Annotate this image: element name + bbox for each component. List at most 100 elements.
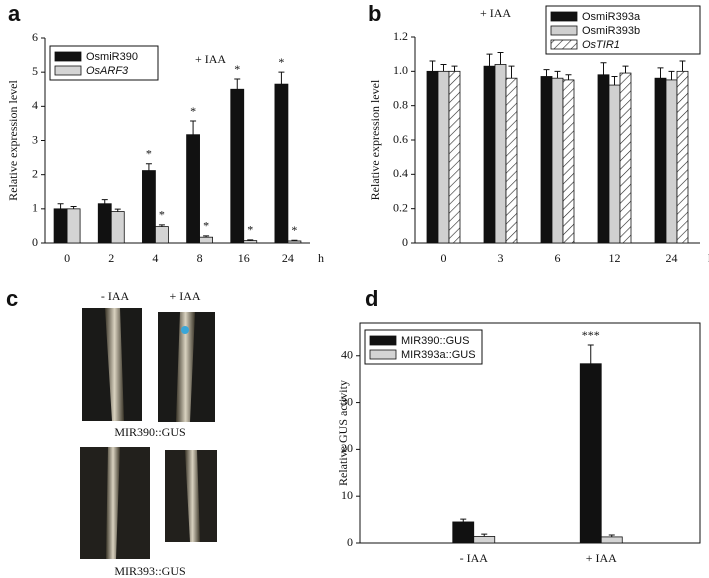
- significance: *: [159, 208, 165, 222]
- bar: [66, 208, 81, 244]
- x-tick-label: 16: [238, 251, 250, 265]
- x-tick-label: 6: [555, 251, 561, 265]
- y-tick-label: 40: [341, 348, 353, 362]
- x-unit: h: [318, 251, 324, 265]
- legend-label: OsmiR393b: [582, 25, 640, 37]
- x-tick-label: - IAA: [460, 551, 489, 565]
- condition-label: - IAA: [101, 289, 130, 303]
- error-bar: [608, 534, 615, 537]
- error-bar: [657, 67, 664, 79]
- panel-label: b: [368, 1, 381, 26]
- legend-label: OsmiR393a: [582, 11, 641, 23]
- x-tick-label: 0: [441, 251, 447, 265]
- error-bar: [543, 69, 550, 77]
- bar: [676, 70, 689, 244]
- significance: *: [291, 223, 297, 237]
- y-tick-label: 2: [32, 166, 38, 180]
- bar: [142, 170, 156, 244]
- error-bar: [291, 239, 298, 241]
- error-bar: [486, 53, 493, 67]
- legend-swatch: [54, 65, 82, 76]
- x-tick-label: 24: [666, 251, 678, 265]
- bar: [97, 203, 112, 244]
- error-bar: [429, 60, 436, 72]
- y-tick-label: 3: [32, 132, 38, 146]
- legend-label: OsmiR390: [86, 51, 138, 63]
- y-tick-label: 20: [341, 441, 353, 455]
- error-bar: [565, 74, 572, 80]
- x-tick-label: + IAA: [586, 551, 617, 565]
- bar: [579, 363, 602, 544]
- error-bar: [611, 75, 618, 86]
- bar: [608, 84, 621, 244]
- row-label: MIR390::GUS: [114, 425, 185, 439]
- gus-spot: [181, 326, 189, 334]
- error-bar: [57, 203, 64, 209]
- y-tick-label: 0.2: [393, 200, 408, 214]
- significance: *: [278, 55, 284, 69]
- legend-label: MIR393a::GUS: [401, 349, 476, 361]
- bar: [540, 76, 553, 244]
- bar: [199, 236, 213, 244]
- bar: [155, 226, 169, 244]
- significance: *: [203, 219, 209, 233]
- bar: [494, 64, 507, 244]
- bar: [287, 240, 302, 244]
- y-tick-label: 0.8: [393, 97, 408, 111]
- panel-label: a: [8, 1, 21, 26]
- bar: [473, 536, 496, 544]
- x-tick-label: 4: [152, 251, 158, 265]
- x-tick-label: 12: [609, 251, 621, 265]
- root: [106, 447, 120, 559]
- y-tick-label: 0: [402, 235, 408, 249]
- y-axis-label: Relative expression level: [6, 80, 20, 201]
- bar: [230, 88, 245, 244]
- photo-panel: c - IAA + IAA MIR390::GUS MIR393::GUS: [6, 286, 217, 578]
- panel-label: c: [6, 286, 18, 311]
- y-tick-label: 0: [32, 235, 38, 249]
- bar: [274, 83, 289, 244]
- condition-label: + IAA: [169, 289, 200, 303]
- error-bar: [278, 71, 285, 85]
- panel-label: d: [365, 286, 378, 311]
- legend-swatch: [369, 335, 397, 346]
- root: [176, 312, 195, 422]
- y-tick-label: 1.0: [393, 63, 408, 77]
- bar: [665, 79, 678, 244]
- x-tick-label: 0: [64, 251, 70, 265]
- annotation: + IAA: [480, 6, 511, 20]
- error-bar: [497, 51, 504, 65]
- error-bar: [554, 70, 561, 79]
- y-tick-label: 1: [32, 201, 38, 215]
- bar: [483, 65, 496, 244]
- x-tick-label: 3: [498, 251, 504, 265]
- y-tick-label: 30: [341, 394, 353, 408]
- bar: [426, 70, 439, 244]
- error-bar: [70, 205, 77, 209]
- x-tick-label: 24: [282, 251, 294, 265]
- error-bar: [460, 518, 467, 522]
- legend-swatch: [54, 51, 82, 62]
- y-axis-label: Relative expression level: [368, 79, 382, 200]
- bar: [600, 536, 623, 544]
- bar: [53, 208, 68, 244]
- error-bar: [203, 235, 210, 238]
- bar: [437, 70, 450, 244]
- bar: [619, 72, 632, 244]
- error-bar: [481, 533, 488, 537]
- significance: *: [247, 223, 253, 237]
- legend-swatch: [550, 11, 578, 22]
- legend-label: OsTIR1: [582, 39, 620, 51]
- legend-swatch: [550, 39, 578, 50]
- significance: *: [190, 104, 196, 118]
- error-bar: [508, 65, 515, 79]
- legend-swatch: [550, 25, 578, 36]
- error-bar: [247, 239, 254, 241]
- bar: [597, 74, 610, 244]
- error-bar: [668, 70, 675, 80]
- bar: [186, 134, 200, 244]
- error-bar: [440, 63, 447, 72]
- error-bar: [451, 65, 458, 72]
- error-bar: [190, 120, 197, 135]
